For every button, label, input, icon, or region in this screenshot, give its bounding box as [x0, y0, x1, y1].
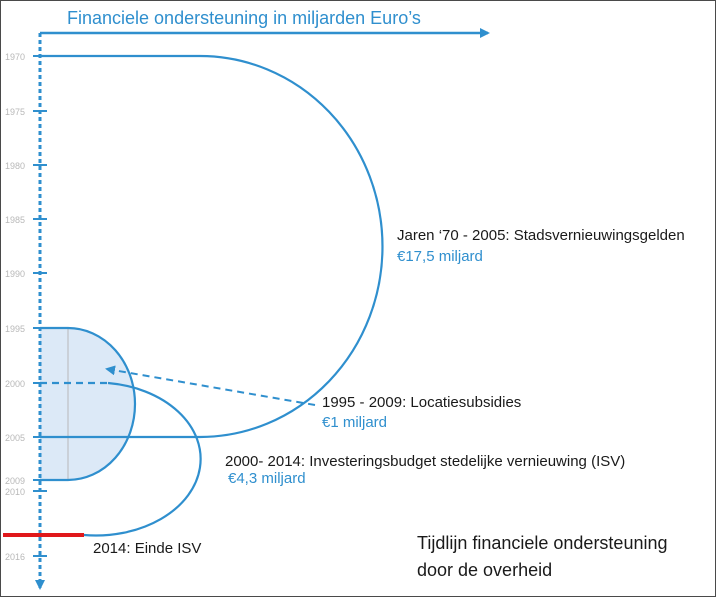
caption-line-2: door de overheid — [417, 560, 552, 580]
locatiesubsidies-label: 1995 - 2009: Locatiesubsidies — [322, 394, 521, 411]
axis-title: Financiele ondersteuning in miljarden Eu… — [67, 8, 421, 28]
isv-label: 2000- 2014: Investeringsbudget stedelijk… — [225, 453, 625, 470]
stadsvernieuwingsgelden-curve — [40, 54, 384, 439]
locatiesubsidies-amount: €1 miljard — [322, 414, 387, 431]
tick-label: 2010 — [5, 487, 25, 497]
time-axis-ticks — [33, 55, 47, 557]
isv-amount: €4,3 miljard — [228, 470, 306, 487]
tick-label: 1995 — [5, 324, 25, 334]
stadsvernieuwing-amount: €17,5 miljard — [397, 248, 483, 265]
stadsvernieuwing-label: Jaren ‘70 - 2005: Stadsvernieuwingsgelde… — [397, 227, 685, 244]
tick-label: 2005 — [5, 433, 25, 443]
tick-label: 1990 — [5, 269, 25, 279]
isv-curve — [40, 381, 202, 537]
locatiesubsidies-pointer-arrow — [105, 365, 316, 406]
locatiesubsidies-area — [40, 328, 135, 480]
locatiesubsidies-curve — [40, 326, 137, 482]
end-isv-label: 2014: Einde ISV — [93, 540, 201, 557]
tick-label: 1975 — [5, 107, 25, 117]
tick-label: 1970 — [5, 52, 25, 62]
tick-label: 1985 — [5, 215, 25, 225]
tick-label: 1980 — [5, 161, 25, 171]
tick-label: 2016 — [5, 552, 25, 562]
caption-line-1: Tijdlijn financiele ondersteuning — [417, 533, 668, 553]
tick-label: 2000 — [5, 379, 25, 389]
tick-label: 2009 — [5, 476, 25, 486]
